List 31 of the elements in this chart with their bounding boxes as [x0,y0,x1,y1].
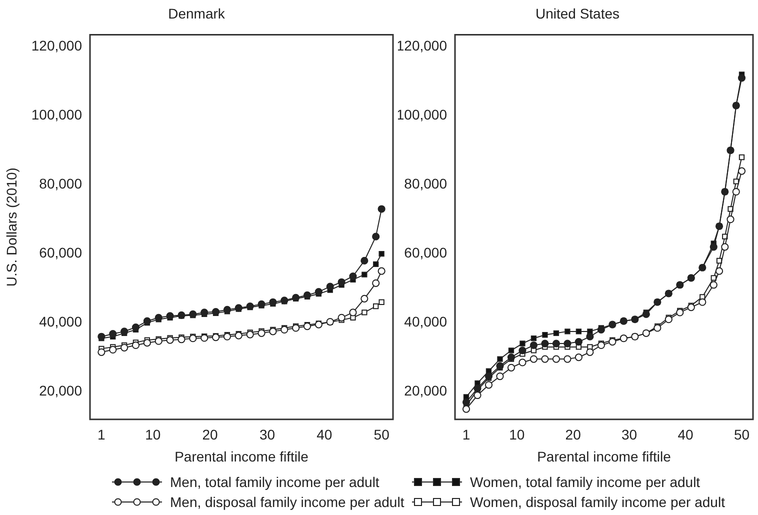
x-tick-label: 10 [145,426,161,443]
legend-label: Men, total family income per adult [170,474,380,490]
y-tick-label: 60,000 [39,244,82,261]
y-tick-label: 40,000 [39,314,82,330]
y-tick-label: 80,000 [39,176,82,192]
y-tick-label: 120,000 [31,38,82,54]
x-axis-title: Parental income fiftile [537,448,672,464]
x-tick-label: 20 [565,426,582,443]
x-tick-label: 1 [98,426,106,443]
x-tick-label: 40 [316,426,332,443]
y-tick-label: 80,000 [404,176,448,192]
x-tick-label: 20 [202,426,218,443]
y-tick-label: 100,000 [31,106,82,123]
y-tick-label: 20,000 [39,382,82,399]
y-axis-title: U.S. Dollars (2010) [3,168,20,287]
x-axis-title: Parental income fiftile [174,448,309,464]
chart-title: Denmark [168,5,226,22]
x-tick-label: 30 [259,426,276,443]
chart-title: United States [535,5,620,22]
x-tick-label: 10 [509,426,525,443]
x-tick-label: 1 [462,426,470,443]
x-tick-label: 50 [734,426,750,443]
y-tick-label: 40,000 [404,314,448,330]
x-tick-label: 50 [374,426,390,443]
x-tick-label: 30 [622,426,638,443]
y-tick-label: 20,000 [404,382,448,399]
legend-label: Women, disposal family income per adult [470,494,725,510]
legend-label: Men, disposal family income per adult [170,494,404,510]
y-tick-label: 60,000 [404,244,448,261]
x-tick-label: 40 [678,426,694,443]
legend-label: Women, total family income per adult [470,474,700,490]
